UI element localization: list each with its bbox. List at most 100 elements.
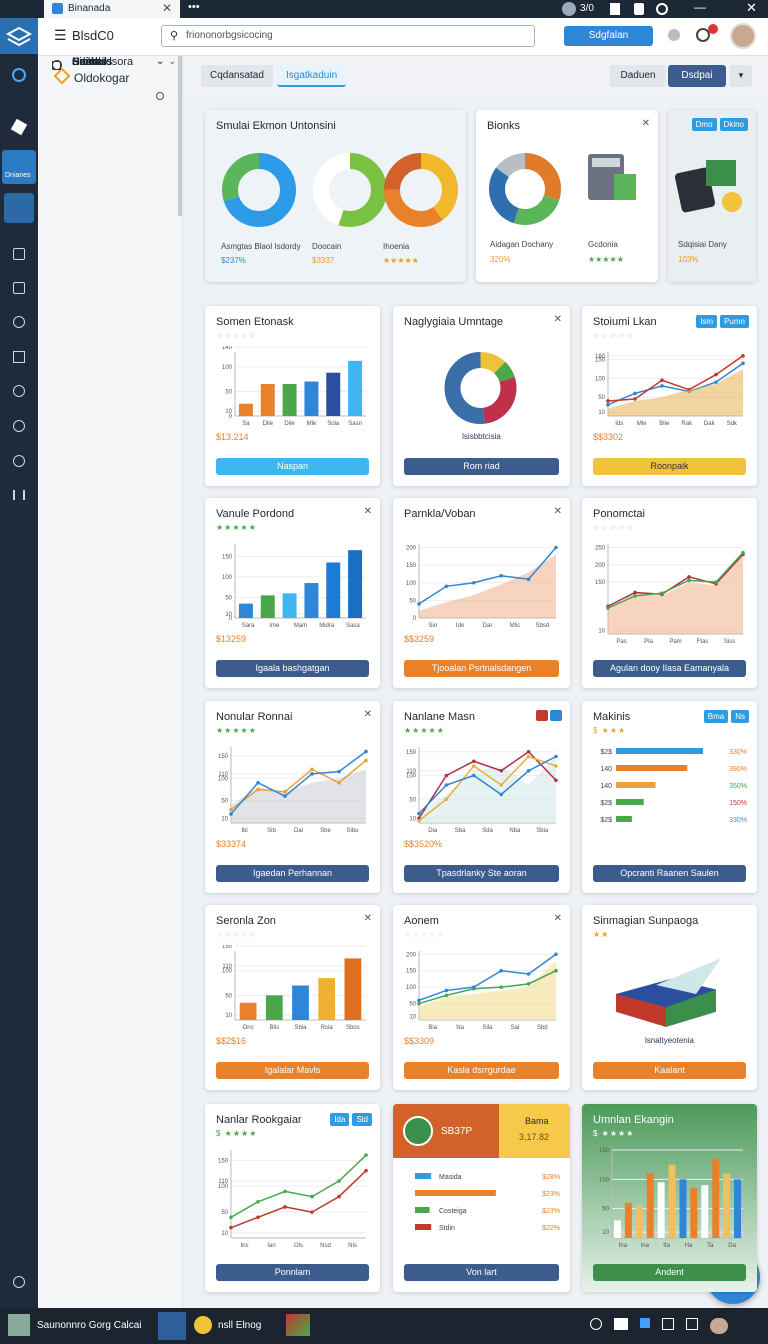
icon[interactable] [610, 3, 620, 15]
card-button[interactable]: Opcranti Raanen Saulen [593, 865, 746, 882]
y-tick-label: 250 [595, 545, 606, 551]
tab-close[interactable]: ✕ [161, 1, 172, 15]
x-tick-label: Ina [641, 1243, 650, 1249]
rail-icon[interactable] [13, 351, 25, 363]
dropdown[interactable]: ▾ [730, 65, 752, 87]
tag[interactable]: Bma [703, 710, 729, 723]
app-icon[interactable] [158, 1312, 186, 1340]
x-tick-label: Blis [269, 1025, 279, 1031]
tray-icon[interactable] [614, 1318, 628, 1330]
tag-icon[interactable] [536, 710, 548, 721]
rail-icon[interactable] [4, 193, 34, 223]
minimize[interactable]: — [694, 0, 706, 14]
card-button[interactable]: Kasla dsrrgurdae [404, 1062, 559, 1079]
tray-icon[interactable] [686, 1318, 698, 1330]
browser-tab[interactable]: Binanada ✕ [44, 0, 180, 18]
close[interactable]: ✕ [553, 314, 562, 325]
toolbar-button[interactable]: Daduen [610, 65, 666, 87]
side-label: Sdskmdsora [72, 56, 134, 68]
close[interactable]: ✕ [641, 118, 650, 129]
y-tick-label: 150 [218, 1158, 229, 1164]
card-button[interactable]: Roonpaik [593, 458, 746, 475]
y-tick-label: 50 [225, 389, 232, 395]
card-button[interactable]: Rom riad [404, 458, 559, 475]
tab[interactable]: Isgatkaduin [277, 65, 347, 87]
tag[interactable]: Sld [352, 1113, 372, 1126]
tag[interactable]: Ism [696, 315, 718, 328]
tray-avatar[interactable] [710, 1318, 728, 1334]
point [417, 811, 421, 816]
rail-icon[interactable] [13, 385, 25, 397]
tab[interactable]: Cqdansatad [201, 65, 273, 87]
x-tick-label: Iha [619, 1243, 628, 1249]
card-button[interactable]: Von lart [404, 1264, 559, 1281]
tag-icon[interactable] [550, 710, 562, 721]
tray-icon[interactable] [640, 1318, 650, 1328]
point [499, 573, 503, 578]
point [444, 584, 449, 589]
tag[interactable]: Dmo [691, 118, 717, 131]
icon[interactable] [668, 29, 680, 41]
icon[interactable] [656, 3, 668, 15]
card-button[interactable]: Igaala bashgatgan [216, 660, 369, 677]
card-title: Sinmagian Sunpaoga [593, 915, 699, 927]
search-box[interactable]: ⚲ friononorbgsicocing [161, 25, 535, 47]
card-button[interactable]: Tpasdrlanky Ste aoran [404, 865, 559, 882]
toolbar-button[interactable]: Dsdpai [668, 65, 726, 87]
point [310, 772, 314, 776]
hamburger[interactable]: ☰ [54, 27, 67, 43]
rail-icon[interactable] [13, 248, 25, 260]
tray-icon[interactable] [662, 1318, 674, 1330]
close[interactable]: ✕ [746, 0, 757, 15]
close[interactable]: ✕ [363, 506, 372, 517]
rail-icon[interactable] [13, 316, 25, 328]
rail-active[interactable]: Dnianes [2, 150, 36, 184]
card-button[interactable]: Tjooalan Psrtnalsdangen [404, 660, 559, 677]
close[interactable]: ✕ [553, 506, 562, 517]
calculator-screen [592, 158, 620, 167]
card-button[interactable]: Igaedan Perhannan [216, 865, 369, 882]
y-tick-label: 10 [225, 1013, 232, 1019]
rail-icon[interactable] [13, 455, 25, 467]
banner-label: Bama [525, 1116, 549, 1126]
card-button[interactable]: Igalalar Mavls [216, 1062, 369, 1079]
icon[interactable] [634, 3, 644, 15]
rail-icon[interactable] [13, 420, 25, 432]
tray-icon[interactable] [590, 1318, 602, 1330]
taskbar-item[interactable]: Saunonnro Gorg Calcai [37, 1320, 142, 1331]
point [417, 818, 421, 823]
app-thumb[interactable] [8, 1314, 30, 1336]
close[interactable]: ✕ [363, 913, 372, 924]
app-icon[interactable] [194, 1316, 212, 1334]
rail-icon[interactable] [10, 118, 28, 136]
y-tick-label: 150 [222, 945, 233, 950]
menu-dots[interactable]: ••• [188, 1, 200, 13]
tag[interactable]: Dkino [719, 118, 748, 131]
x-tick-label: Pas [616, 639, 626, 645]
tag[interactable]: Ida [330, 1113, 350, 1126]
x-tick-label: Blie [659, 421, 670, 427]
rail-icon[interactable] [13, 282, 25, 294]
card-button[interactable]: Kaalant [593, 1062, 746, 1079]
app-icon[interactable] [286, 1314, 310, 1336]
tag[interactable]: Ns [731, 710, 749, 723]
notifications[interactable] [696, 28, 710, 42]
line [230, 1170, 367, 1229]
search-button[interactable]: Sdgfalan [564, 26, 653, 46]
close[interactable]: ✕ [553, 913, 562, 924]
tag[interactable]: Pumn [720, 315, 749, 328]
card-button[interactable]: Andent [593, 1264, 746, 1281]
rail-icon[interactable] [12, 68, 26, 82]
avatar[interactable] [730, 23, 756, 49]
card-button[interactable]: Agulan dooy Ilasa Eamanyala [593, 660, 746, 677]
card-button[interactable]: Naspan [216, 458, 369, 475]
close[interactable]: ✕ [363, 709, 372, 720]
logo-icon [5, 26, 33, 47]
rail-icon[interactable] [13, 490, 25, 500]
donut-label: Asmgtas Blaol Isdordy [221, 242, 301, 251]
profile-icon[interactable] [562, 2, 576, 16]
taskbar-item[interactable]: nsll Elnog [218, 1320, 262, 1331]
rail-icon[interactable] [13, 1276, 25, 1288]
card-button[interactable]: Ponnlam [216, 1264, 369, 1281]
logo[interactable] [0, 18, 38, 54]
